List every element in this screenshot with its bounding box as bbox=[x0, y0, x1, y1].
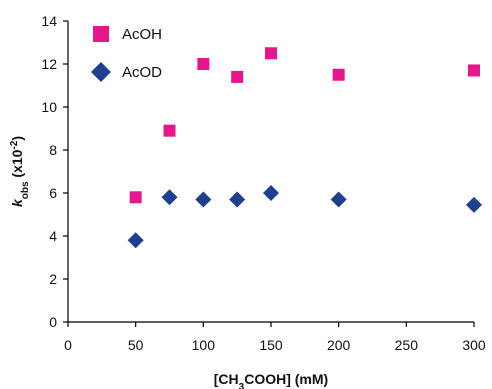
y-axis-title: kobs (x10-2) bbox=[9, 136, 31, 207]
acoh-point bbox=[197, 58, 210, 70]
x-tick-label: 100 bbox=[192, 337, 216, 353]
x-ticks: 0 50 100 150 200 250 300 bbox=[64, 322, 486, 353]
legend-label-acod: AcOD bbox=[122, 64, 162, 81]
x-tick-label: 250 bbox=[395, 337, 419, 353]
acod-point bbox=[161, 189, 178, 206]
acoh-point bbox=[163, 124, 176, 137]
x-tick-label: 150 bbox=[259, 337, 283, 353]
y-tick-label: 4 bbox=[49, 228, 57, 244]
acoh-point bbox=[468, 64, 480, 77]
acod-point bbox=[330, 191, 347, 208]
x-tick-label: 0 bbox=[64, 337, 72, 353]
x-tick-label: 50 bbox=[128, 337, 144, 353]
y-ticks: 0 2 4 6 8 10 12 14 bbox=[41, 13, 68, 330]
acod-point bbox=[263, 185, 279, 201]
x-tick-label: 300 bbox=[462, 337, 486, 353]
legend-marker-acod bbox=[91, 62, 111, 82]
acoh-point bbox=[129, 191, 142, 204]
acod-point bbox=[195, 191, 212, 208]
y-tick-label: 2 bbox=[49, 271, 57, 287]
acoh-point bbox=[231, 70, 244, 83]
acoh-point bbox=[265, 47, 277, 60]
y-tick-label: 0 bbox=[49, 314, 57, 330]
y-tick-label: 14 bbox=[41, 13, 57, 29]
acoh-point bbox=[332, 68, 345, 81]
data-points bbox=[127, 47, 482, 249]
y-tick-label: 8 bbox=[49, 142, 57, 158]
acod-point bbox=[466, 196, 482, 213]
x-tick-label: 200 bbox=[327, 337, 351, 353]
acod-point bbox=[127, 232, 144, 249]
y-tick-label: 10 bbox=[41, 99, 57, 115]
legend: AcOH AcOD bbox=[91, 26, 162, 82]
acod-point bbox=[229, 191, 246, 208]
y-tick-label: 6 bbox=[49, 185, 57, 201]
legend-marker-acoh bbox=[93, 26, 109, 42]
legend-label-acoh: AcOH bbox=[122, 26, 162, 43]
x-axis-title: [CH3COOH] (mM) bbox=[214, 371, 328, 389]
y-tick-label: 12 bbox=[41, 56, 57, 72]
